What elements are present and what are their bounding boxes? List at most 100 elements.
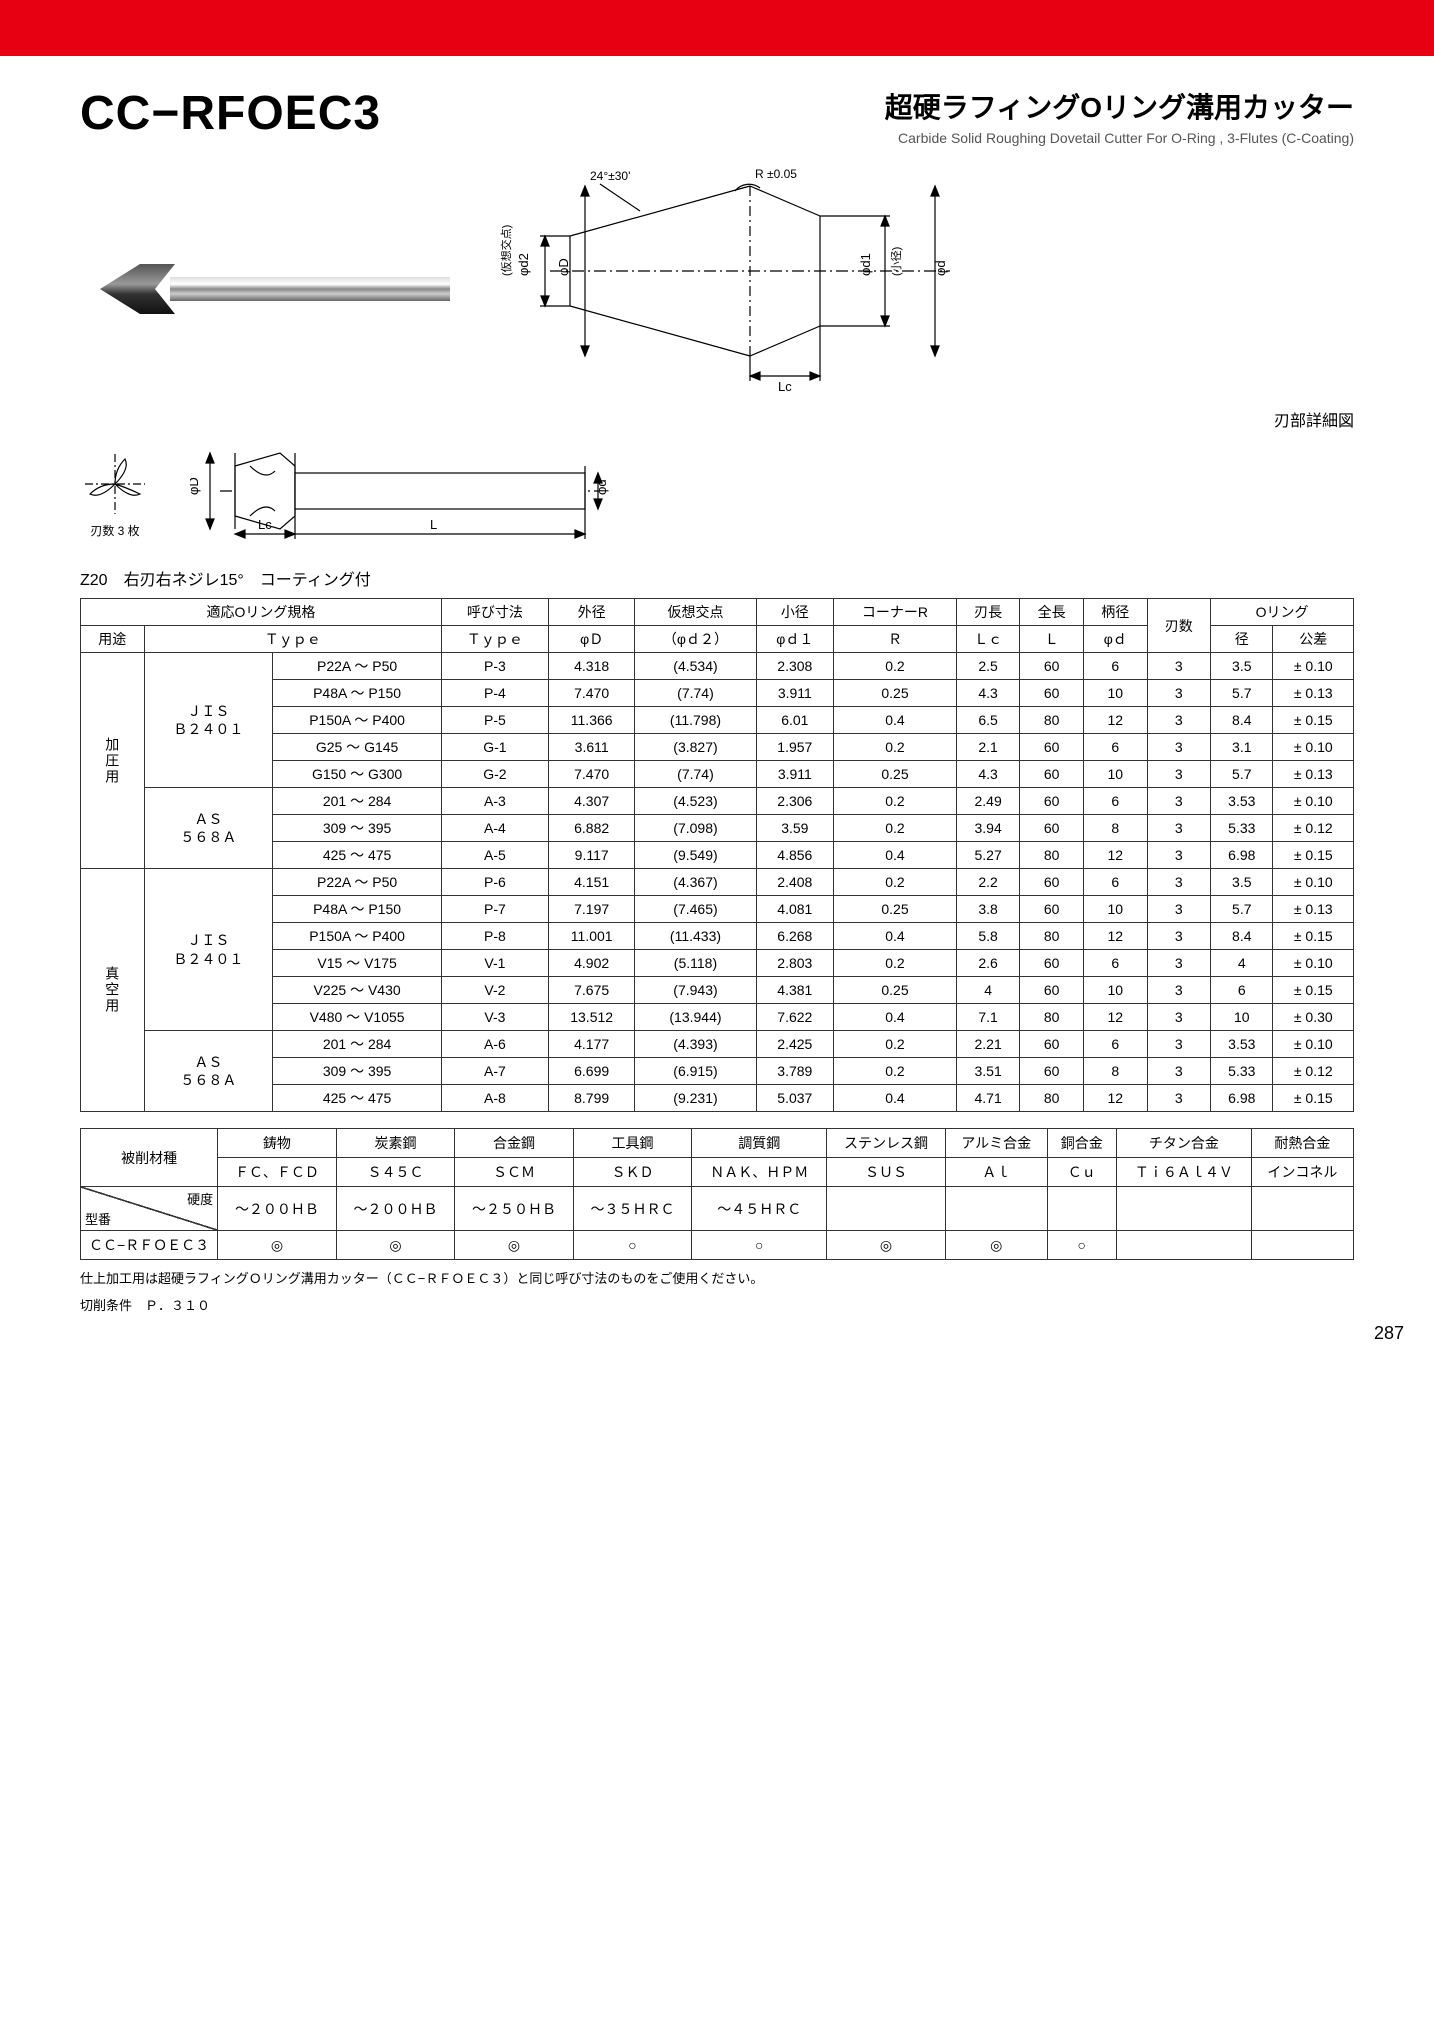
spec-cell: G-1 [441, 734, 548, 761]
spec-cell: 6 [1083, 734, 1147, 761]
detail-label: 刃部詳細図 [1274, 407, 1354, 431]
spec-cell: 3 [1147, 680, 1211, 707]
th-totallen: 全長 [1020, 599, 1084, 626]
mat-col-en: Ａｌ [945, 1158, 1047, 1187]
spec-cell: 2.5 [956, 653, 1020, 680]
header: CC−RFOEC3 超硬ラフィングOリング溝用カッター Carbide Soli… [80, 86, 1354, 146]
spec-table: 適応Oリング規格 呼び寸法 外径 仮想交点 小径 コーナーR 刃長 全長 柄径 … [80, 598, 1354, 1112]
spec-cell: 3 [1147, 815, 1211, 842]
spec-cell: 0.2 [834, 1058, 957, 1085]
spec-cell: 2.2 [956, 869, 1020, 896]
spec-cell: 10 [1083, 761, 1147, 788]
spec-cell: 5.27 [956, 842, 1020, 869]
spec-cell: 3 [1147, 950, 1211, 977]
material-table: 被削材種 鋳物 炭素鋼 合金鋼 工具鋼 調質鋼 ステンレス鋼 アルミ合金 銅合金… [80, 1128, 1354, 1260]
spec-cell: (4.523) [635, 788, 756, 815]
spec-cell: 3 [1147, 761, 1211, 788]
spec-cell: P-5 [441, 707, 548, 734]
spec-cell: 6.01 [756, 707, 834, 734]
material-diag-cell: 硬度 型番 [81, 1187, 218, 1231]
spec-cell: ± 0.10 [1273, 653, 1354, 680]
th-flutes: 刃数 [1147, 599, 1211, 653]
svg-text:(小径): (小径) [890, 247, 903, 276]
spec-cell: ± 0.10 [1273, 788, 1354, 815]
title-jp: 超硬ラフィングOリング溝用カッター [411, 86, 1354, 126]
mat-col-mark: ○ [1047, 1231, 1116, 1260]
std-cell: ＡＳ ５６８Ａ [144, 1031, 273, 1112]
spec-cell: ± 0.15 [1273, 1085, 1354, 1112]
spec-cell: 4.081 [756, 896, 834, 923]
mat-col-hard: ～４５ＨＲＣ [692, 1187, 827, 1231]
spec-cell: 4.71 [956, 1085, 1020, 1112]
svg-text:φd1: φd1 [858, 253, 873, 276]
spec-cell: V-2 [441, 977, 548, 1004]
spec-cell: ± 0.13 [1273, 761, 1354, 788]
th-type2: Ｔｙｐｅ [441, 626, 548, 653]
spec-cell: 3 [1147, 1031, 1211, 1058]
spec-cell: 3 [1147, 842, 1211, 869]
use-cell: 真空用 [81, 869, 145, 1112]
spec-cell: (6.915) [635, 1058, 756, 1085]
spec-cell: 3.94 [956, 815, 1020, 842]
spec-cell: P-8 [441, 923, 548, 950]
spec-cell: 0.25 [834, 896, 957, 923]
spec-cell: 6 [1083, 869, 1147, 896]
spec-cell: 2.308 [756, 653, 834, 680]
spec-cell: A-6 [441, 1031, 548, 1058]
spec-cell: 8.4 [1211, 923, 1273, 950]
spec-cell: 5.7 [1211, 680, 1273, 707]
mat-col-jp: 炭素鋼 [336, 1129, 455, 1158]
spec-cell: 2.306 [756, 788, 834, 815]
spec-cell: V225 ～ V430 [273, 977, 442, 1004]
spec-cell: (11.433) [635, 923, 756, 950]
spec-cell: G25 ～ G145 [273, 734, 442, 761]
spec-cell: 8.799 [548, 1085, 635, 1112]
spec-cell: ± 0.30 [1273, 1004, 1354, 1031]
mat-col-en: インコネル [1251, 1158, 1353, 1187]
spec-cell: ± 0.15 [1273, 842, 1354, 869]
svg-text:φD: φD [190, 477, 201, 495]
spec-cell: 3 [1147, 896, 1211, 923]
spec-cell: 3.53 [1211, 1031, 1273, 1058]
mat-col-hard [1047, 1187, 1116, 1231]
std-cell: ＡＳ ５６８Ａ [144, 788, 273, 869]
mat-col-jp: アルミ合金 [945, 1129, 1047, 1158]
spec-cell: 6.268 [756, 923, 834, 950]
spec-cell: 2.1 [956, 734, 1020, 761]
spec-cell: 10 [1083, 680, 1147, 707]
spec-cell: 60 [1020, 815, 1084, 842]
spec-cell: A-5 [441, 842, 548, 869]
spec-cell: 3.59 [756, 815, 834, 842]
spec-cell: 4.307 [548, 788, 635, 815]
mat-col-hard: ～２００ＨＢ [336, 1187, 455, 1231]
spec-cell: 4.902 [548, 950, 635, 977]
spec-cell: 60 [1020, 1058, 1084, 1085]
mat-col-en: Ｓ４５Ｃ [336, 1158, 455, 1187]
spec-cell: (9.231) [635, 1085, 756, 1112]
mat-col-mark: ◎ [827, 1231, 946, 1260]
spec-cell: 80 [1020, 707, 1084, 734]
spec-cell: ± 0.13 [1273, 680, 1354, 707]
spec-cell: 7.470 [548, 761, 635, 788]
spec-cell: 60 [1020, 977, 1084, 1004]
spec-cell: 12 [1083, 707, 1147, 734]
spec-cell: 12 [1083, 842, 1147, 869]
page-number: 287 [1374, 1323, 1404, 1344]
th-virtual: 仮想交点 [635, 599, 756, 626]
hardness-label: 硬度 [187, 1189, 213, 1208]
spec-cell: 3 [1147, 977, 1211, 1004]
spec-cell: 12 [1083, 1004, 1147, 1031]
spec-cell: 3.5 [1211, 653, 1273, 680]
spec-cell: 2.803 [756, 950, 834, 977]
svg-text:Lc: Lc [258, 517, 272, 532]
spec-cell: 2.408 [756, 869, 834, 896]
th-dia: 径 [1211, 626, 1273, 653]
spec-cell: 8.4 [1211, 707, 1273, 734]
mat-col-en: ＳＣＭ [455, 1158, 574, 1187]
th-flutelen: 刃長 [956, 599, 1020, 626]
spec-cell: V15 ～ V175 [273, 950, 442, 977]
spec-cell: 9.117 [548, 842, 635, 869]
mat-col-hard: ～２５０ＨＢ [455, 1187, 574, 1231]
th-oring: Oリング [1211, 599, 1354, 626]
spec-cell: 201 ～ 284 [273, 788, 442, 815]
